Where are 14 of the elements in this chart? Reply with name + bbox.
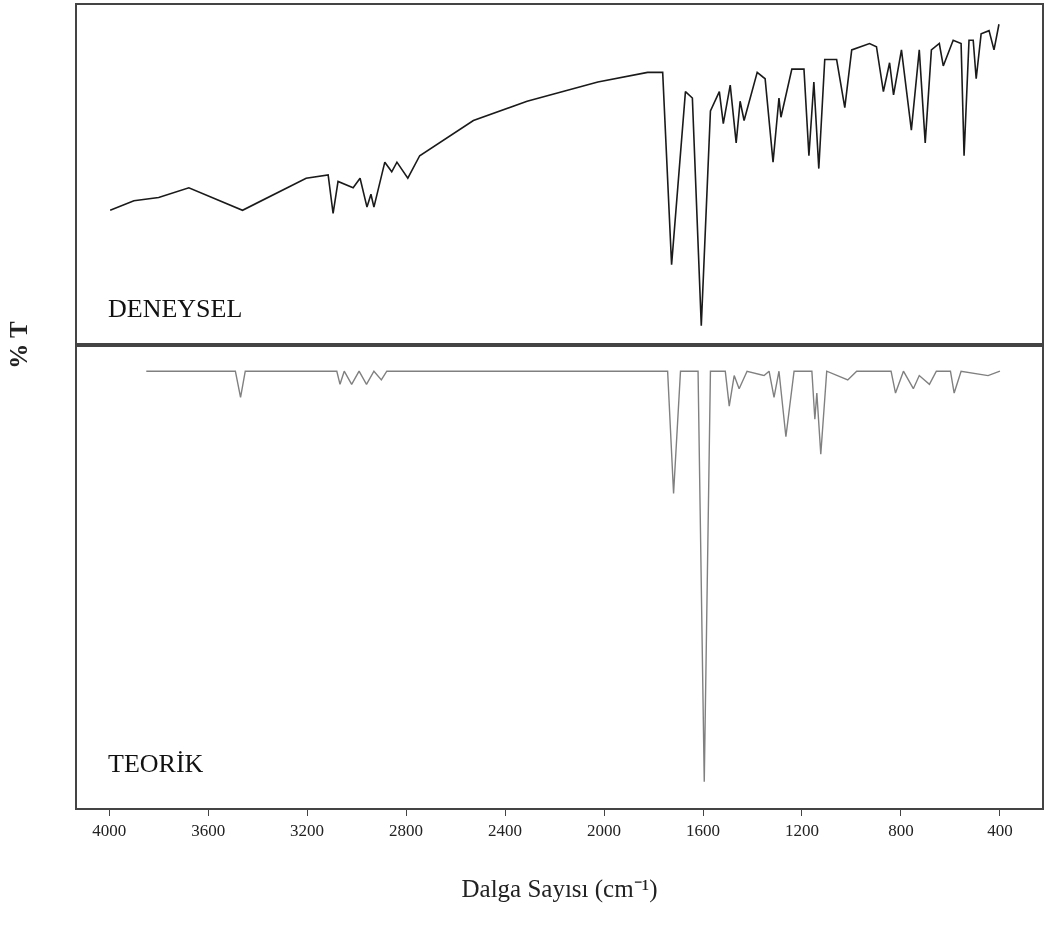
annotation: DENEYSEL [108, 294, 243, 323]
x-tick-label: 800 [888, 821, 914, 841]
x-tick-label: 4000 [92, 821, 127, 841]
x-axis-title: Dalga Sayısı (cm⁻¹) [461, 874, 658, 903]
x-tick-label: 2000 [587, 821, 622, 841]
x-tick-label: 1600 [686, 821, 721, 841]
x-tick-label: 400 [987, 821, 1013, 841]
x-tick-label: 3600 [191, 821, 226, 841]
annotation: TEORİK [108, 749, 204, 778]
x-tick-label: 2400 [488, 821, 523, 841]
y-axis-title: % T [5, 320, 33, 369]
x-tick-label: 1200 [784, 821, 819, 841]
x-tick-label: 2800 [389, 821, 424, 841]
x-tick-label: 3200 [290, 821, 325, 841]
